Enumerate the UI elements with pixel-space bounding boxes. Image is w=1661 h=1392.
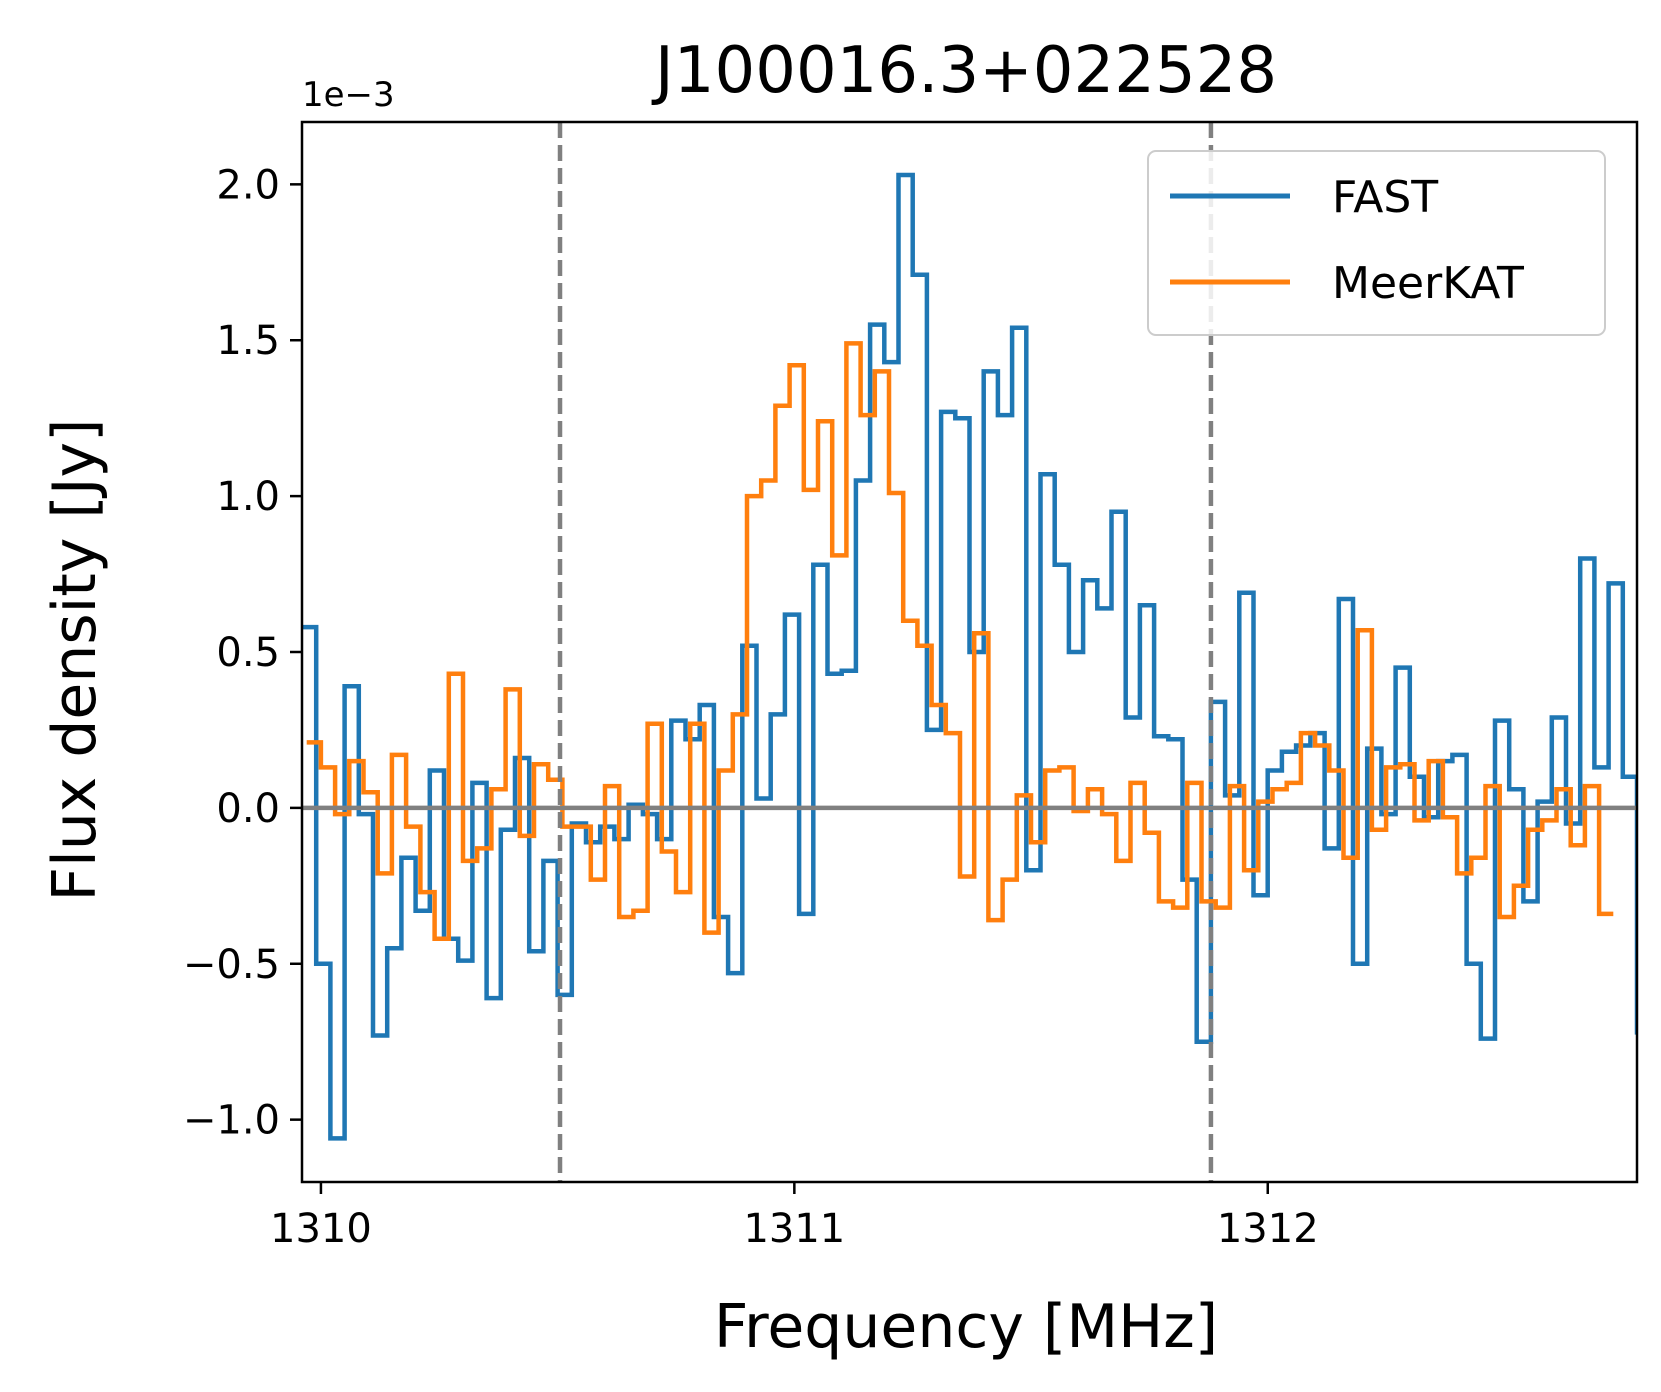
chart-title: J100016.3+022528	[651, 34, 1277, 108]
y-offset-label: 1e−3	[302, 75, 395, 115]
y-tick-label: 1.5	[216, 318, 280, 364]
legend-label-fast: FAST	[1332, 172, 1438, 223]
x-tick-label: 1312	[1217, 1206, 1319, 1252]
y-tick-label: 0.0	[216, 786, 280, 832]
x-axis-label: Frequency [MHz]	[714, 1292, 1218, 1362]
x-tick-label: 1310	[270, 1206, 372, 1252]
plot-clip-group	[302, 122, 1637, 1182]
legend: FAST MeerKAT	[1147, 150, 1606, 336]
y-tick-label: 1.0	[216, 474, 280, 520]
legend-label-meerkat: MeerKAT	[1332, 258, 1524, 309]
x-tick-label: 1311	[743, 1206, 845, 1252]
y-axis-label: Flux density [Jy]	[40, 419, 110, 902]
series-line-fast	[302, 172, 1637, 1141]
y-tick-label: 0.5	[216, 630, 280, 676]
plot-area: 1310 1311 1312 −1.0 −0.5 0.0 0.5 1.0 1.5 2.0	[183, 120, 1639, 1252]
y-tick-label: −0.5	[183, 942, 280, 988]
series-line-meerkat	[306, 341, 1614, 942]
y-tick-label: −1.0	[183, 1098, 280, 1144]
y-tick-label: 2.0	[216, 162, 280, 208]
